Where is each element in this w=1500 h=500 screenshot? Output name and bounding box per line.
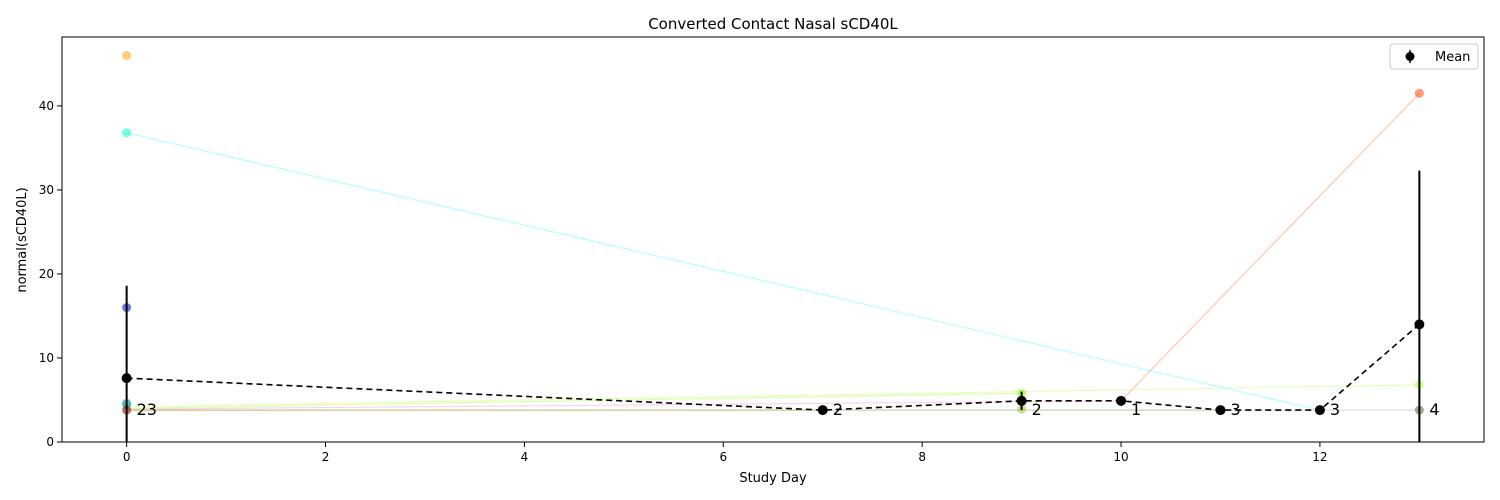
y-tick-label-4: 40 [39,99,54,113]
mean-point-1 [817,405,828,416]
subject-point-6 [1414,88,1424,98]
legend-marker-icon [1405,52,1415,61]
series-line-3 [126,392,1022,409]
x-tick-label-3: 6 [719,450,727,464]
plot-area: 23 2 2 1 3 3 4 [121,50,1440,442]
count-label-1: 2 [833,400,843,419]
mean-point-3 [1116,395,1127,406]
count-label-6: 4 [1429,400,1439,419]
y-tick-label-2: 20 [39,267,54,281]
chart-title: Converted Contact Nasal sCD40L [648,15,898,33]
x-axis-title: Study Day [739,471,807,486]
count-label-4: 3 [1230,400,1240,419]
mean-point-4 [1215,405,1226,416]
y-tick-label-3: 30 [39,183,54,197]
count-label-5: 3 [1330,400,1340,419]
series-line-0 [126,132,1321,411]
x-tick-label-5: 10 [1113,450,1128,464]
legend-box [1389,43,1479,70]
mean-point-2 [1016,395,1027,406]
count-label-3: 1 [1131,400,1141,419]
y-axis-title: normal(sCD40L) [15,187,30,292]
x-tick-label-4: 8 [918,450,926,464]
mean-point-0 [121,373,132,384]
y-tick-label-1: 10 [39,351,54,365]
series-line-1 [1120,92,1420,402]
series-line-2 [126,384,1420,408]
x-tick-label-6: 12 [1312,450,1327,464]
legend: Mean [1389,43,1479,70]
x-tick-label-2: 4 [521,450,529,464]
x-tick-label-0: 0 [123,450,131,464]
count-label-2: 2 [1032,400,1042,419]
series-line-4 [126,400,1122,410]
mean-point-5 [1314,405,1325,416]
subject-point-1 [122,128,132,138]
subject-point-0 [122,50,132,60]
count-label-0: 23 [137,400,157,419]
x-tick-label-1: 2 [322,450,330,464]
plot-frame [61,36,1485,443]
mean-point-6 [1414,319,1425,330]
legend-label-mean: Mean [1435,50,1470,65]
y-tick-label-0: 0 [46,435,54,449]
